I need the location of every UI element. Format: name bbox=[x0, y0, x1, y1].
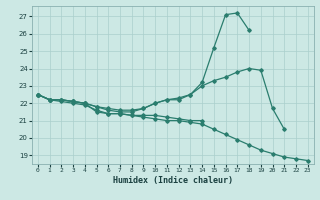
X-axis label: Humidex (Indice chaleur): Humidex (Indice chaleur) bbox=[113, 176, 233, 185]
